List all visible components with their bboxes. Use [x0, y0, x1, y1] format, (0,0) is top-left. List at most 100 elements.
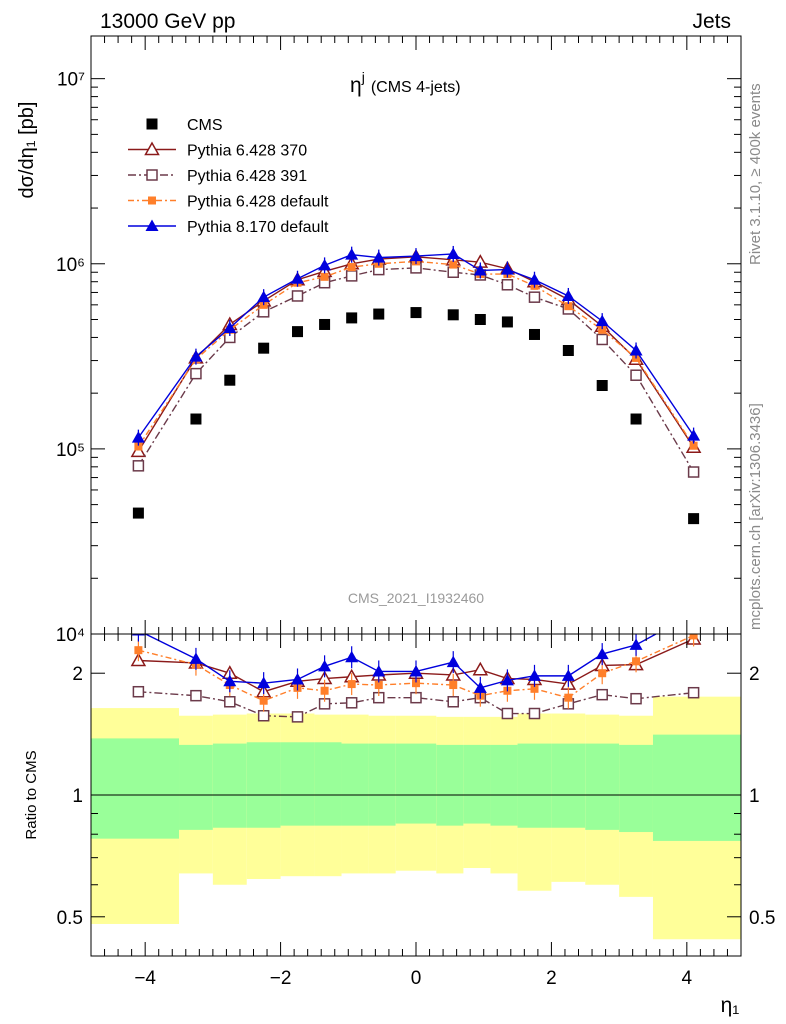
point-py391-1	[190, 367, 202, 380]
legend-marker-py8def	[145, 219, 159, 231]
band-inner-14	[585, 743, 620, 830]
x-axis-label: η₁	[721, 994, 740, 1017]
rivet-label: Rivet 3.1.10, ≥ 400k events	[747, 83, 764, 265]
point-py391-6	[345, 270, 358, 282]
point-cms-6	[346, 312, 358, 324]
series-py370	[130, 248, 702, 458]
point-cms-5	[319, 318, 331, 330]
axes-layer: 10⁴ 10⁵ 10⁶ 10⁷ 0.5 0.5 1 1 2 2 −4 −2 0 2 4	[56, 35, 775, 989]
ratio-point-py391-3	[257, 709, 270, 722]
main-ytick-label-3: 10⁷	[57, 70, 85, 91]
legend-marker-py370	[144, 141, 160, 156]
point-py8def-2	[223, 321, 237, 333]
band-inner-7	[368, 743, 396, 826]
ratio-point-py391-4	[291, 711, 304, 723]
ratio-point-py8def-1	[189, 652, 203, 664]
main-ytick-label-0: 10⁴	[56, 625, 85, 646]
legend-label-cms: CMS	[187, 117, 223, 134]
point-py8def-5	[318, 258, 332, 271]
point-py6def-14	[598, 325, 607, 334]
ratio-ytick-label-right-2: 2	[749, 664, 760, 685]
ratio-point-py6def-12	[530, 684, 539, 693]
point-py6def-13	[564, 302, 573, 311]
ratio-point-py6def-6	[347, 680, 356, 689]
legend-entry-py6def: Pythia 6.428 default	[128, 194, 329, 211]
point-cms-7	[373, 308, 385, 320]
series-py8def	[131, 245, 701, 446]
point-py391-0	[132, 460, 145, 472]
ratio-point-py6def-5	[320, 686, 329, 695]
ratio-point-py6def-3	[259, 696, 268, 705]
ratio-ytick-label-right-1: 1	[749, 786, 760, 807]
legend-label-py370: Pythia 6.428 370	[187, 143, 307, 160]
ratio-point-py391-9	[447, 696, 459, 708]
ratio-point-py8def-15	[629, 638, 643, 650]
band-inner-3	[246, 742, 281, 828]
legend-entry-py391: Pythia 6.428 391	[128, 168, 307, 185]
xtick-label-3: 2	[546, 968, 557, 989]
band-inner-5	[314, 742, 342, 826]
ratio-point-py8def-14	[595, 647, 609, 660]
plot-title-sup: j	[361, 69, 365, 85]
point-py391-14	[596, 333, 608, 346]
band-inner-11	[490, 744, 518, 826]
ratio-point-py6def-16	[689, 634, 698, 640]
ratio-point-py8def-7	[372, 664, 386, 677]
point-cms-13	[562, 345, 574, 357]
ratio-point-py6def-13	[564, 693, 573, 702]
point-py8def-6	[345, 248, 359, 260]
header-right: Jets	[692, 10, 731, 33]
series-py391	[132, 262, 700, 478]
series-cms	[132, 307, 700, 525]
point-py391-15	[630, 369, 642, 381]
point-py8def-16	[687, 429, 701, 441]
point-py8def-3	[257, 290, 271, 303]
point-py6def-9	[449, 260, 458, 269]
point-py391-9	[447, 266, 459, 278]
point-cms-0	[132, 507, 144, 519]
point-cms-8	[410, 307, 422, 319]
point-cms-16	[688, 513, 700, 525]
legend-marker-cms	[146, 118, 158, 130]
ratio-point-py8def-9	[446, 655, 460, 668]
point-py391-11	[501, 279, 514, 291]
ratio-point-py8def-4	[291, 672, 305, 685]
header-left: 13000 GeV pp	[100, 10, 235, 33]
ratio-point-py8def-6	[345, 650, 359, 663]
ratio-point-py391-6	[345, 697, 358, 709]
ratio-ylabel: Ratio to CMS	[23, 750, 40, 839]
series-line-py6def	[137, 260, 695, 447]
point-py8def-9	[446, 247, 460, 259]
legend-label-py391: Pythia 6.428 391	[187, 168, 307, 185]
ratio-point-py391-8	[410, 691, 422, 704]
legend-entry-py370: Pythia 6.428 370	[128, 141, 307, 160]
point-cms-2	[224, 374, 236, 386]
point-py8def-14	[595, 314, 609, 327]
ratio-ytick-label-left-0: 0.5	[57, 908, 83, 929]
point-py8def-0	[131, 431, 145, 443]
main-ylabel: dσ/dη₁ [pb]	[16, 102, 38, 199]
point-py8def-4	[291, 272, 305, 284]
xtick-label-0: −4	[134, 968, 156, 989]
analysis-watermark: CMS_2021_I1932460	[348, 590, 484, 606]
ratio-point-py6def-14	[598, 669, 607, 678]
main-series-layer	[130, 245, 702, 525]
ratio-point-py6def-7	[374, 681, 383, 690]
point-py8def-11	[500, 263, 514, 275]
point-py8def-10	[473, 263, 487, 276]
ratio-point-py391-15	[630, 692, 642, 705]
point-py391-4	[291, 290, 304, 302]
ratio-ytick-label-left-2: 2	[72, 664, 83, 685]
legend-marker-py6def	[148, 196, 156, 205]
point-py391-16	[687, 466, 700, 478]
band-inner-8	[395, 743, 437, 824]
point-py8def-7	[372, 251, 386, 263]
point-py391-12	[528, 291, 541, 303]
point-cms-1	[190, 413, 202, 425]
band-inner-4	[280, 742, 315, 826]
ratio-point-py391-1	[190, 689, 202, 702]
plot-title: ηj (CMS 4-jets)	[350, 69, 461, 97]
point-py6def-5	[320, 272, 329, 281]
ratio-point-py8def-8	[409, 664, 423, 677]
